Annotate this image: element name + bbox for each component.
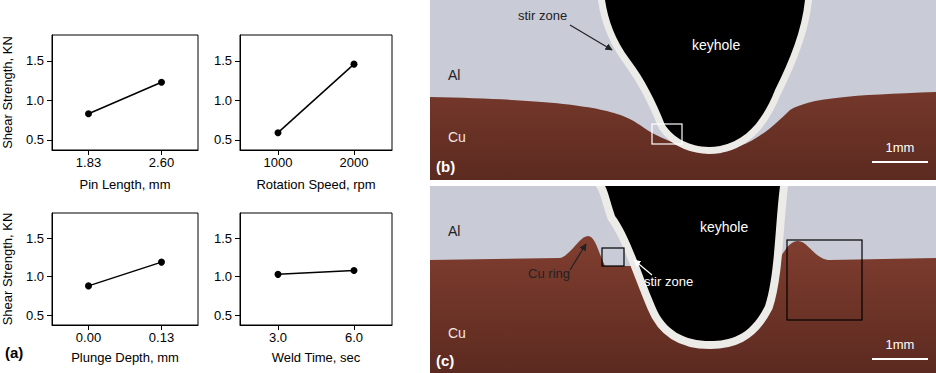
svg-text:Al: Al (448, 223, 460, 239)
svg-text:Cu: Cu (448, 129, 466, 145)
svg-text:stir zone: stir zone (518, 8, 567, 23)
svg-text:Rotation Speed, rpm: Rotation Speed, rpm (256, 177, 375, 192)
svg-text:1.0: 1.0 (26, 93, 44, 108)
svg-text:keyhole: keyhole (700, 219, 748, 235)
svg-text:1mm: 1mm (886, 140, 915, 155)
svg-text:Weld Time, sec: Weld Time, sec (272, 350, 361, 365)
svg-text:3.0: 3.0 (269, 330, 287, 345)
svg-text:(b): (b) (436, 158, 455, 175)
svg-text:1000: 1000 (264, 155, 293, 170)
svg-text:1.0: 1.0 (214, 93, 232, 108)
svg-text:Al: Al (448, 67, 460, 83)
svg-text:1.5: 1.5 (214, 53, 232, 68)
svg-text:Shear Strength, KN: Shear Strength, KN (0, 213, 15, 326)
html-text:(a): (a) (5, 344, 24, 361)
svg-text:Cu ring: Cu ring (528, 266, 570, 281)
svg-text:1.5: 1.5 (214, 231, 232, 246)
svg-text:0.5: 0.5 (26, 308, 44, 323)
svg-text:0.5: 0.5 (214, 132, 232, 147)
svg-text:1.83: 1.83 (76, 155, 101, 170)
svg-text:1mm: 1mm (886, 337, 915, 352)
svg-text:2.60: 2.60 (149, 155, 174, 170)
svg-text:0.5: 0.5 (214, 308, 232, 323)
svg-text:0.00: 0.00 (76, 330, 101, 345)
svg-text:1.5: 1.5 (26, 53, 44, 68)
svg-text:Cu: Cu (448, 325, 466, 341)
svg-text:Shear Strength, KN: Shear Strength, KN (0, 36, 15, 149)
svg-text:keyhole: keyhole (692, 37, 740, 53)
svg-text:1.0: 1.0 (26, 269, 44, 284)
svg-text:2000: 2000 (340, 155, 369, 170)
svg-text:6.0: 6.0 (345, 330, 363, 345)
svg-text:0.5: 0.5 (26, 132, 44, 147)
svg-text:(c): (c) (436, 352, 454, 369)
svg-text:1.5: 1.5 (26, 231, 44, 246)
svg-text:Plunge Depth, mm: Plunge Depth, mm (71, 350, 179, 365)
svg-text:1.0: 1.0 (214, 269, 232, 284)
svg-text:Pin Length, mm: Pin Length, mm (79, 177, 170, 192)
svg-text:0.13: 0.13 (149, 330, 174, 345)
svg-text:stir zone: stir zone (644, 274, 693, 289)
